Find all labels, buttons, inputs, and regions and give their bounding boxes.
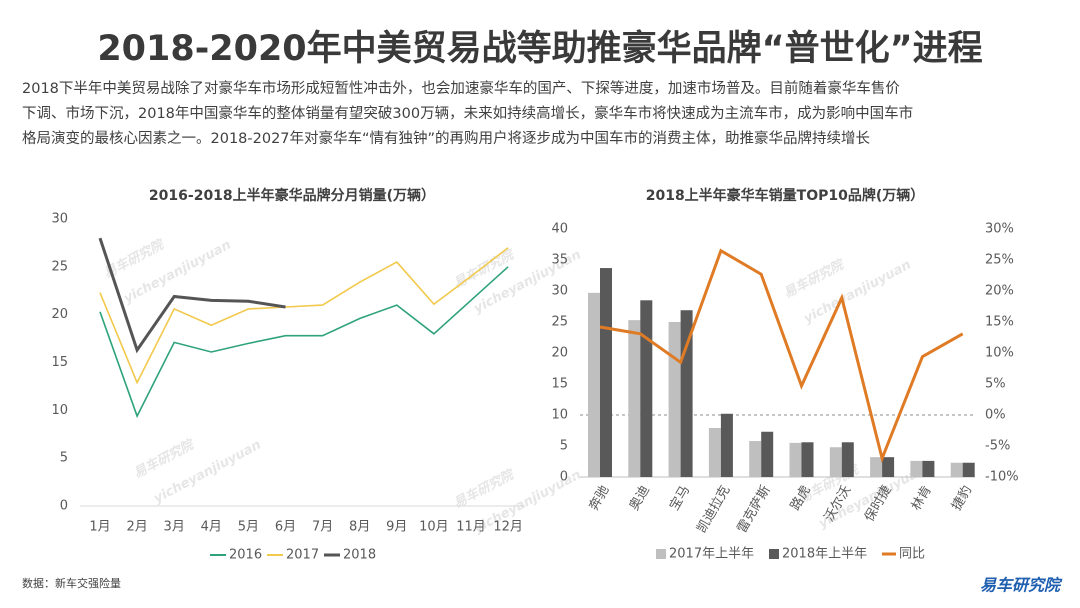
x-tick-label: 1月 xyxy=(89,520,110,535)
y2-tick-label: 10% xyxy=(985,346,1014,361)
x-tick-label: 8月 xyxy=(349,520,370,535)
y-tick-label: 35 xyxy=(551,253,568,268)
y2-tick-label: -10% xyxy=(985,470,1019,485)
bar xyxy=(708,428,721,477)
paragraph-line: 2018下半年中美贸易战除了对豪华车市场形成短暂性冲击外，也会加速豪华车的国产、… xyxy=(22,79,900,97)
y2-tick-label: -5% xyxy=(985,439,1010,454)
y-tick-label: 30 xyxy=(551,284,568,299)
y-tick-label: 15 xyxy=(51,355,68,370)
legend-label: 2016 xyxy=(229,548,262,563)
x-tick-label: 12月 xyxy=(493,520,523,535)
y-tick-label: 0 xyxy=(560,470,568,485)
bar xyxy=(668,322,681,477)
y-tick-label: 5 xyxy=(60,451,68,466)
x-tick-label: 5月 xyxy=(238,520,259,535)
legend-label: 2017 xyxy=(286,548,319,563)
x-tick-label: 6月 xyxy=(275,520,296,535)
logo: 易车研究院 xyxy=(980,576,1063,595)
chart-title: 2016-2018上半年豪华品牌分月销量(万辆） xyxy=(149,187,435,204)
x-tick-label: 宝马 xyxy=(667,483,693,513)
source-note: 数据：新车交强险量 xyxy=(22,576,121,590)
legend-label: 2017年上半年 xyxy=(669,547,754,562)
legend-label: 同比 xyxy=(899,547,925,562)
y2-tick-label: 20% xyxy=(985,284,1014,299)
legend-label: 2018 xyxy=(343,548,376,563)
y2-tick-label: 15% xyxy=(985,315,1014,330)
x-tick-label: 凯迪拉克 xyxy=(694,483,733,536)
bar xyxy=(910,460,923,477)
bar xyxy=(600,268,612,477)
y2-tick-label: 5% xyxy=(985,377,1006,392)
bar xyxy=(588,292,600,477)
y-tick-label: 5 xyxy=(560,439,568,454)
x-tick-label: 10月 xyxy=(419,520,449,535)
y-tick-label: 30 xyxy=(51,212,68,227)
paragraph-line: 下调、市场下沉，2018年中国豪华车的整体销量有望突破300万辆，未来如持续高增… xyxy=(22,105,913,122)
bar xyxy=(962,462,975,477)
legend-swatch xyxy=(656,549,666,559)
bar xyxy=(789,442,802,477)
legend-swatch xyxy=(769,549,779,559)
x-tick-label: 11月 xyxy=(456,520,486,535)
bar xyxy=(841,442,854,477)
y2-tick-label: 0% xyxy=(985,408,1006,423)
y-tick-label: 10 xyxy=(51,403,68,418)
bar xyxy=(720,413,733,477)
series-line xyxy=(599,248,964,464)
bar xyxy=(749,441,762,477)
x-tick-label: 雷克萨斯 xyxy=(735,483,774,536)
x-tick-label: 7月 xyxy=(312,520,333,535)
y-tick-label: 20 xyxy=(51,307,68,322)
legend-label: 2018年上半年 xyxy=(782,547,867,562)
bar xyxy=(922,460,935,477)
x-tick-label: 9月 xyxy=(386,520,407,535)
bar xyxy=(628,320,641,477)
bar xyxy=(640,300,653,477)
series-line xyxy=(98,237,286,354)
y2-tick-label: 25% xyxy=(985,253,1014,268)
series-line xyxy=(99,266,509,419)
x-tick-label: 捷豹 xyxy=(949,483,975,513)
x-tick-label: 林肯 xyxy=(909,483,935,513)
bar xyxy=(801,442,814,477)
x-tick-label: 2月 xyxy=(126,520,147,535)
bar xyxy=(870,457,883,477)
bar xyxy=(761,431,774,477)
y-tick-label: 0 xyxy=(60,499,68,514)
series-line xyxy=(99,247,509,385)
y2-tick-label: 30% xyxy=(985,222,1014,237)
bar xyxy=(950,462,963,477)
x-tick-label: 3月 xyxy=(164,520,185,535)
bar xyxy=(829,447,842,477)
y-tick-label: 25 xyxy=(51,259,68,274)
chart-title: 2018上半年豪华车销量TOP10品牌(万辆） xyxy=(646,187,925,204)
y-tick-label: 15 xyxy=(551,377,568,392)
x-tick-label: 4月 xyxy=(201,520,222,535)
paragraph-line: 格局演变的最核心因素之一。2018-2027年对豪华车“情有独钟”的再购用户将逐… xyxy=(22,130,871,147)
y-tick-label: 25 xyxy=(551,315,568,330)
y-tick-label: 40 xyxy=(551,222,568,237)
slide-title: 2018-2020年中美贸易战等助推豪华品牌“普世化”进程 xyxy=(97,29,982,69)
y-tick-label: 10 xyxy=(551,408,568,423)
x-tick-label: 奥迪 xyxy=(627,483,653,513)
y-tick-label: 20 xyxy=(551,346,568,361)
x-tick-label: 奔驰 xyxy=(586,483,612,513)
bar xyxy=(882,457,895,477)
